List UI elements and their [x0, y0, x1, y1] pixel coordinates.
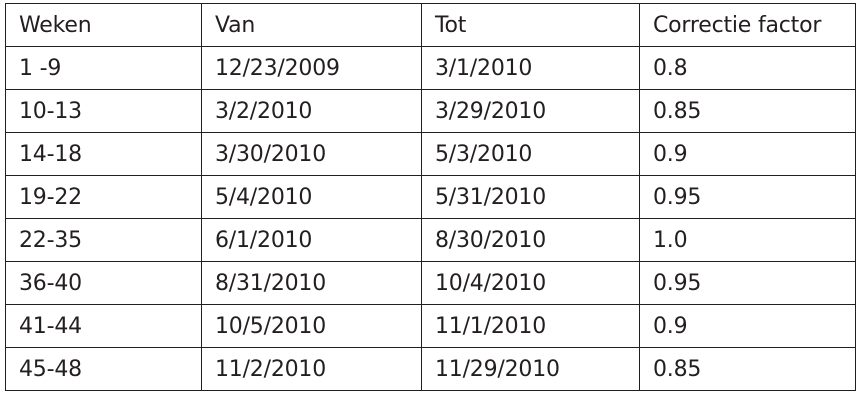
- cell-tot: 11/1/2010: [421, 304, 640, 348]
- header-correctie-factor: Correctie factor: [639, 3, 856, 47]
- table-row: 22-35 6/1/2010 8/30/2010 1.0: [5, 218, 856, 262]
- header-van: Van: [201, 3, 422, 47]
- cell-weken: 36-40: [5, 261, 202, 305]
- cell-van: 11/2/2010: [201, 347, 422, 391]
- cell-tot: 11/29/2010: [421, 347, 640, 391]
- cell-tot: 8/30/2010: [421, 218, 640, 262]
- cell-weken: 14-18: [5, 132, 202, 176]
- table-row: 19-22 5/4/2010 5/31/2010 0.95: [5, 175, 856, 219]
- cell-correctie-factor: 0.8: [639, 46, 856, 90]
- correction-factor-table: Weken Van Tot Correctie factor 1 -9 12/2…: [5, 3, 856, 391]
- cell-van: 8/31/2010: [201, 261, 422, 305]
- cell-tot: 5/3/2010: [421, 132, 640, 176]
- cell-van: 10/5/2010: [201, 304, 422, 348]
- cell-van: 3/30/2010: [201, 132, 422, 176]
- header-tot: Tot: [421, 3, 640, 47]
- cell-van: 6/1/2010: [201, 218, 422, 262]
- table-row: 41-44 10/5/2010 11/1/2010 0.9: [5, 304, 856, 348]
- cell-van: 3/2/2010: [201, 89, 422, 133]
- table-row: 45-48 11/2/2010 11/29/2010 0.85: [5, 347, 856, 391]
- cell-weken: 10-13: [5, 89, 202, 133]
- correction-factor-table-container: Weken Van Tot Correctie factor 1 -9 12/2…: [5, 3, 856, 391]
- cell-correctie-factor: 0.95: [639, 261, 856, 305]
- table-row: 1 -9 12/23/2009 3/1/2010 0.8: [5, 46, 856, 90]
- cell-correctie-factor: 0.9: [639, 132, 856, 176]
- cell-van: 12/23/2009: [201, 46, 422, 90]
- cell-van: 5/4/2010: [201, 175, 422, 219]
- cell-weken: 22-35: [5, 218, 202, 262]
- table-header-row: Weken Van Tot Correctie factor: [5, 3, 856, 47]
- cell-tot: 3/29/2010: [421, 89, 640, 133]
- cell-correctie-factor: 0.9: [639, 304, 856, 348]
- table-row: 14-18 3/30/2010 5/3/2010 0.9: [5, 132, 856, 176]
- cell-correctie-factor: 0.85: [639, 89, 856, 133]
- cell-correctie-factor: 1.0: [639, 218, 856, 262]
- cell-weken: 45-48: [5, 347, 202, 391]
- table-row: 36-40 8/31/2010 10/4/2010 0.95: [5, 261, 856, 305]
- cell-tot: 10/4/2010: [421, 261, 640, 305]
- cell-correctie-factor: 0.95: [639, 175, 856, 219]
- cell-correctie-factor: 0.85: [639, 347, 856, 391]
- table-row: 10-13 3/2/2010 3/29/2010 0.85: [5, 89, 856, 133]
- cell-tot: 5/31/2010: [421, 175, 640, 219]
- header-weken: Weken: [5, 3, 202, 47]
- cell-weken: 41-44: [5, 304, 202, 348]
- cell-weken: 19-22: [5, 175, 202, 219]
- cell-tot: 3/1/2010: [421, 46, 640, 90]
- cell-weken: 1 -9: [5, 46, 202, 90]
